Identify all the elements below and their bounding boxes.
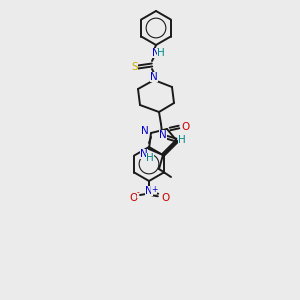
Text: O: O	[182, 122, 190, 132]
Text: S: S	[132, 62, 138, 72]
Text: O: O	[129, 193, 137, 203]
Text: H: H	[157, 49, 165, 58]
Text: N: N	[152, 48, 160, 58]
Text: N: N	[141, 126, 149, 136]
Text: O: O	[162, 193, 170, 203]
Text: H: H	[146, 153, 154, 163]
Text: N: N	[150, 72, 158, 82]
Text: -: -	[136, 188, 140, 197]
Text: +: +	[151, 184, 157, 194]
Text: N: N	[145, 186, 153, 196]
Text: H: H	[178, 135, 186, 145]
Text: N: N	[159, 130, 167, 140]
Text: N: N	[140, 149, 148, 159]
